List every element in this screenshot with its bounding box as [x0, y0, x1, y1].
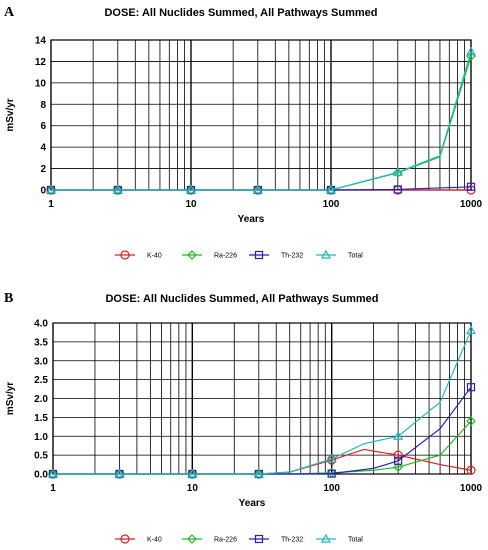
legend: K-40 Ra-226 Th-232 Total: [115, 249, 363, 260]
series-total: [45, 46, 477, 194]
legend-item-total: Total: [316, 249, 363, 260]
y-tick-label: 4.0: [34, 319, 48, 330]
x-tick-label: 100: [323, 483, 340, 494]
data-point-k-40: [393, 450, 403, 460]
y-tick-label: 3.5: [34, 337, 48, 348]
y-tick-label: 12: [35, 57, 47, 68]
data-point-ra-226: [393, 462, 403, 473]
data-point-total: [326, 453, 337, 463]
y-tick-label: 3.0: [34, 356, 48, 367]
data-point-total: [465, 325, 477, 335]
data-point-total: [114, 468, 125, 478]
y-tick-label: 0.0: [34, 470, 48, 481]
y-tick-label: 4: [40, 143, 46, 154]
legend-item-k-40: K-40: [115, 534, 162, 544]
plot-area: [51, 40, 471, 190]
y-axis-label: mSv/yr: [5, 382, 16, 415]
y-tick-label: 2: [40, 164, 46, 175]
data-point-total: [253, 468, 264, 478]
panel-letter: B: [4, 291, 13, 306]
data-point-total: [112, 184, 123, 194]
data-point-th-232: [466, 383, 476, 392]
data-point-th-232: [466, 182, 476, 191]
panel-b: B DOSE: All Nuclides Summed, All Pathways…: [4, 291, 483, 544]
x-axis-label: Years: [239, 498, 266, 509]
legend-label: Total: [348, 253, 363, 260]
data-point-total: [187, 468, 198, 478]
legend-item-th-232: Th-232: [249, 250, 303, 260]
legend-marker-th-232: [254, 250, 264, 260]
y-tick-label: 2.0: [34, 394, 48, 405]
legend-label: Th-232: [281, 253, 303, 260]
x-tick-label: 1: [50, 483, 56, 494]
y-axis-label: mSv/yr: [5, 98, 16, 131]
y-tick-label: 1.5: [34, 413, 48, 424]
data-point-total: [465, 46, 477, 56]
data-point-total: [392, 167, 403, 176]
legend-marker-k-40: [120, 250, 130, 260]
legend-item-ra-226: Ra-226: [182, 534, 237, 544]
data-point-total: [393, 431, 404, 440]
data-point-k-40: [466, 465, 476, 475]
x-tick-label: 1000: [460, 199, 483, 210]
series-line-total: [53, 330, 472, 475]
panel-letter: A: [4, 5, 15, 20]
legend-marker-th-232: [254, 534, 264, 544]
legend-item-k-40: K-40: [115, 250, 162, 260]
y-tick-label: 0.5: [34, 451, 48, 462]
panel-a: A DOSE: All Nuclides Summed, All Pathways…: [4, 5, 483, 260]
legend-item-th-232: Th-232: [249, 534, 303, 544]
x-tick-label: 100: [323, 199, 340, 210]
legend-label: Ra-226: [214, 537, 237, 544]
y-tick-label: 2.5: [34, 375, 48, 386]
data-point-total: [325, 184, 337, 194]
x-tick-label: 10: [185, 199, 197, 210]
series-line-total: [51, 51, 472, 191]
chart-title: DOSE: All Nuclides Summed, All Pathways …: [104, 7, 377, 19]
y-tick-label: 1.0: [34, 432, 48, 443]
y-tick-label: 8: [40, 100, 46, 111]
data-point-total: [45, 184, 57, 194]
legend-marker-ra-226: [187, 534, 197, 544]
y-tick-label: 6: [40, 121, 46, 132]
data-point-total: [252, 184, 263, 194]
legend-marker-total: [320, 249, 332, 259]
legend-marker-ra-226: [187, 250, 197, 260]
x-tick-label: 10: [187, 483, 199, 494]
data-point-th-232: [393, 185, 402, 194]
data-point-total: [185, 184, 197, 194]
data-point-total: [47, 468, 59, 478]
data-point-th-232: [394, 456, 403, 465]
grid: [52, 322, 472, 475]
legend-marker-k-40: [120, 534, 130, 544]
y-tick-label: 0: [40, 186, 46, 197]
data-point-th-232: [327, 469, 336, 478]
legend-item-ra-226: Ra-226: [182, 250, 237, 260]
legend-label: Total: [348, 537, 363, 544]
legend-label: K-40: [147, 253, 162, 260]
legend-label: Th-232: [281, 537, 303, 544]
legend-label: K-40: [147, 537, 162, 544]
data-point-ra-226: [466, 416, 476, 426]
legend-item-total: Total: [316, 533, 363, 544]
legend: K-40 Ra-226 Th-232 Total: [115, 533, 363, 544]
y-tick-label: 10: [35, 78, 47, 89]
chart-title: DOSE: All Nuclides Summed, All Pathways …: [105, 293, 378, 305]
y-tick-label: 14: [35, 36, 47, 47]
x-axis-label: Years: [238, 214, 265, 225]
legend-marker-total: [320, 533, 332, 543]
legend-label: Ra-226: [214, 253, 237, 260]
x-tick-label: 1000: [460, 483, 483, 494]
series-total: [47, 325, 477, 478]
x-tick-label: 1: [48, 199, 54, 210]
